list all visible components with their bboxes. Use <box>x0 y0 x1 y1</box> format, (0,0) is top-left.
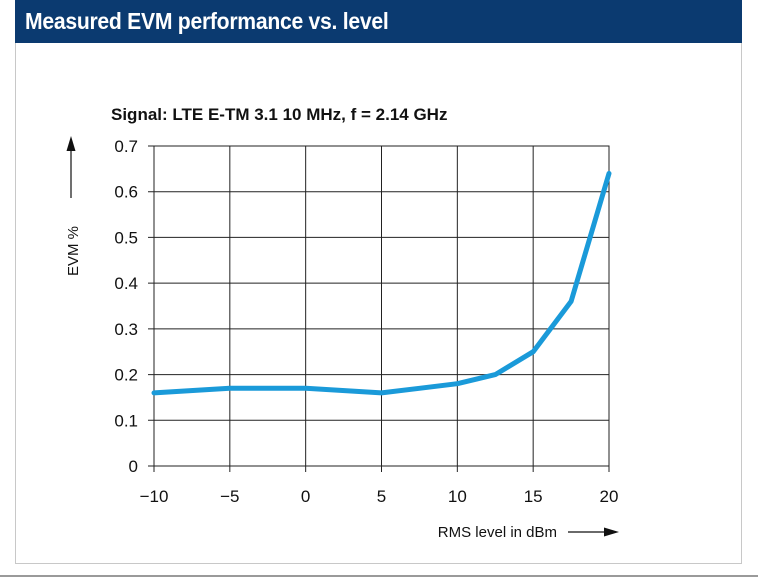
y-tick-label: 0.5 <box>114 228 138 247</box>
tick-labels: −10 −5 0 5 10 15 20 0 0.1 0.2 0.3 0.4 0.5 0.6 0.7 <box>114 137 618 506</box>
x-tick-label: 5 <box>377 487 386 506</box>
header-bar: Measured EVM performance vs. level <box>15 0 742 43</box>
grid-lines <box>148 145 610 472</box>
y-tick-label: 0.2 <box>114 366 138 385</box>
y-tick-label: 0.4 <box>114 274 138 293</box>
x-tick-label: 0 <box>301 487 310 506</box>
x-axis-label: RMS level in dBm <box>438 524 557 541</box>
y-tick-label: 0.7 <box>114 137 138 156</box>
x-tick-label: 20 <box>600 487 619 506</box>
y-tick-label: 0.1 <box>114 411 138 430</box>
x-tick-label: −10 <box>140 487 169 506</box>
y-axis-arrow <box>66 136 76 198</box>
y-tick-label: 0.3 <box>114 320 138 339</box>
x-tick-label: 15 <box>524 487 543 506</box>
x-axis-arrow <box>568 527 619 537</box>
y-axis-label: EVM % <box>65 226 82 276</box>
bottom-divider <box>0 575 758 577</box>
series-line-evm <box>151 170 612 396</box>
chart-panel <box>15 0 742 564</box>
y-tick-label: 0.6 <box>114 183 138 202</box>
page-title: Measured EVM performance vs. level <box>25 8 389 34</box>
plot-frame <box>153 145 610 467</box>
chart-subtitle: Signal: LTE E-TM 3.1 10 MHz, f = 2.14 GH… <box>111 105 447 124</box>
y-tick-label: 0 <box>129 457 138 476</box>
x-tick-label: −5 <box>220 487 239 506</box>
x-tick-label: 10 <box>448 487 467 506</box>
